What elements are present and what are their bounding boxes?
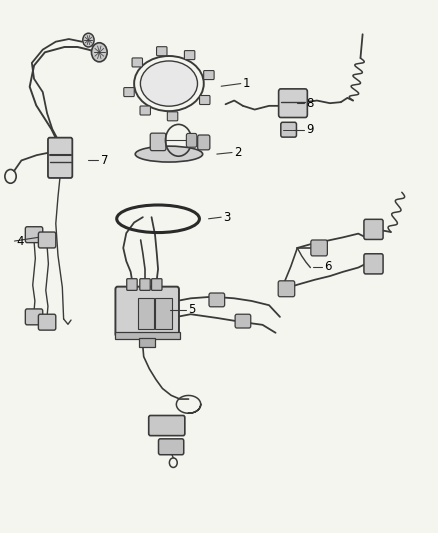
FancyBboxPatch shape: [311, 240, 327, 256]
Bar: [115, 332, 180, 339]
FancyBboxPatch shape: [39, 232, 56, 248]
FancyBboxPatch shape: [116, 287, 179, 336]
Circle shape: [83, 33, 94, 47]
FancyBboxPatch shape: [140, 279, 150, 290]
Bar: [155, 298, 172, 328]
FancyBboxPatch shape: [124, 87, 134, 96]
FancyBboxPatch shape: [186, 133, 197, 147]
Text: 2: 2: [234, 146, 242, 159]
FancyBboxPatch shape: [200, 95, 210, 104]
FancyBboxPatch shape: [364, 254, 383, 274]
Text: 4: 4: [17, 235, 24, 247]
FancyBboxPatch shape: [198, 135, 210, 150]
FancyBboxPatch shape: [204, 70, 214, 79]
FancyBboxPatch shape: [279, 89, 307, 117]
FancyBboxPatch shape: [25, 309, 43, 325]
FancyBboxPatch shape: [184, 51, 195, 60]
FancyBboxPatch shape: [281, 122, 297, 137]
Text: 6: 6: [324, 260, 332, 273]
Circle shape: [92, 43, 107, 62]
FancyBboxPatch shape: [278, 281, 295, 297]
Text: 9: 9: [306, 123, 314, 136]
FancyBboxPatch shape: [25, 227, 43, 243]
FancyBboxPatch shape: [132, 58, 142, 67]
Text: 5: 5: [188, 303, 196, 317]
FancyBboxPatch shape: [150, 133, 166, 151]
Ellipse shape: [141, 61, 198, 106]
FancyBboxPatch shape: [156, 47, 167, 56]
FancyBboxPatch shape: [152, 279, 162, 290]
FancyBboxPatch shape: [140, 106, 151, 115]
Ellipse shape: [135, 146, 203, 162]
FancyBboxPatch shape: [39, 314, 56, 330]
Bar: [138, 298, 154, 328]
Text: 8: 8: [306, 96, 314, 110]
Text: 3: 3: [223, 211, 231, 224]
FancyBboxPatch shape: [159, 439, 184, 455]
FancyBboxPatch shape: [48, 138, 72, 178]
Text: 7: 7: [101, 154, 108, 167]
Bar: [139, 338, 155, 346]
FancyBboxPatch shape: [167, 112, 178, 121]
FancyBboxPatch shape: [364, 219, 383, 239]
Text: 1: 1: [243, 77, 251, 90]
FancyBboxPatch shape: [127, 279, 137, 290]
FancyBboxPatch shape: [235, 314, 251, 328]
FancyBboxPatch shape: [209, 293, 225, 307]
FancyBboxPatch shape: [149, 416, 185, 435]
